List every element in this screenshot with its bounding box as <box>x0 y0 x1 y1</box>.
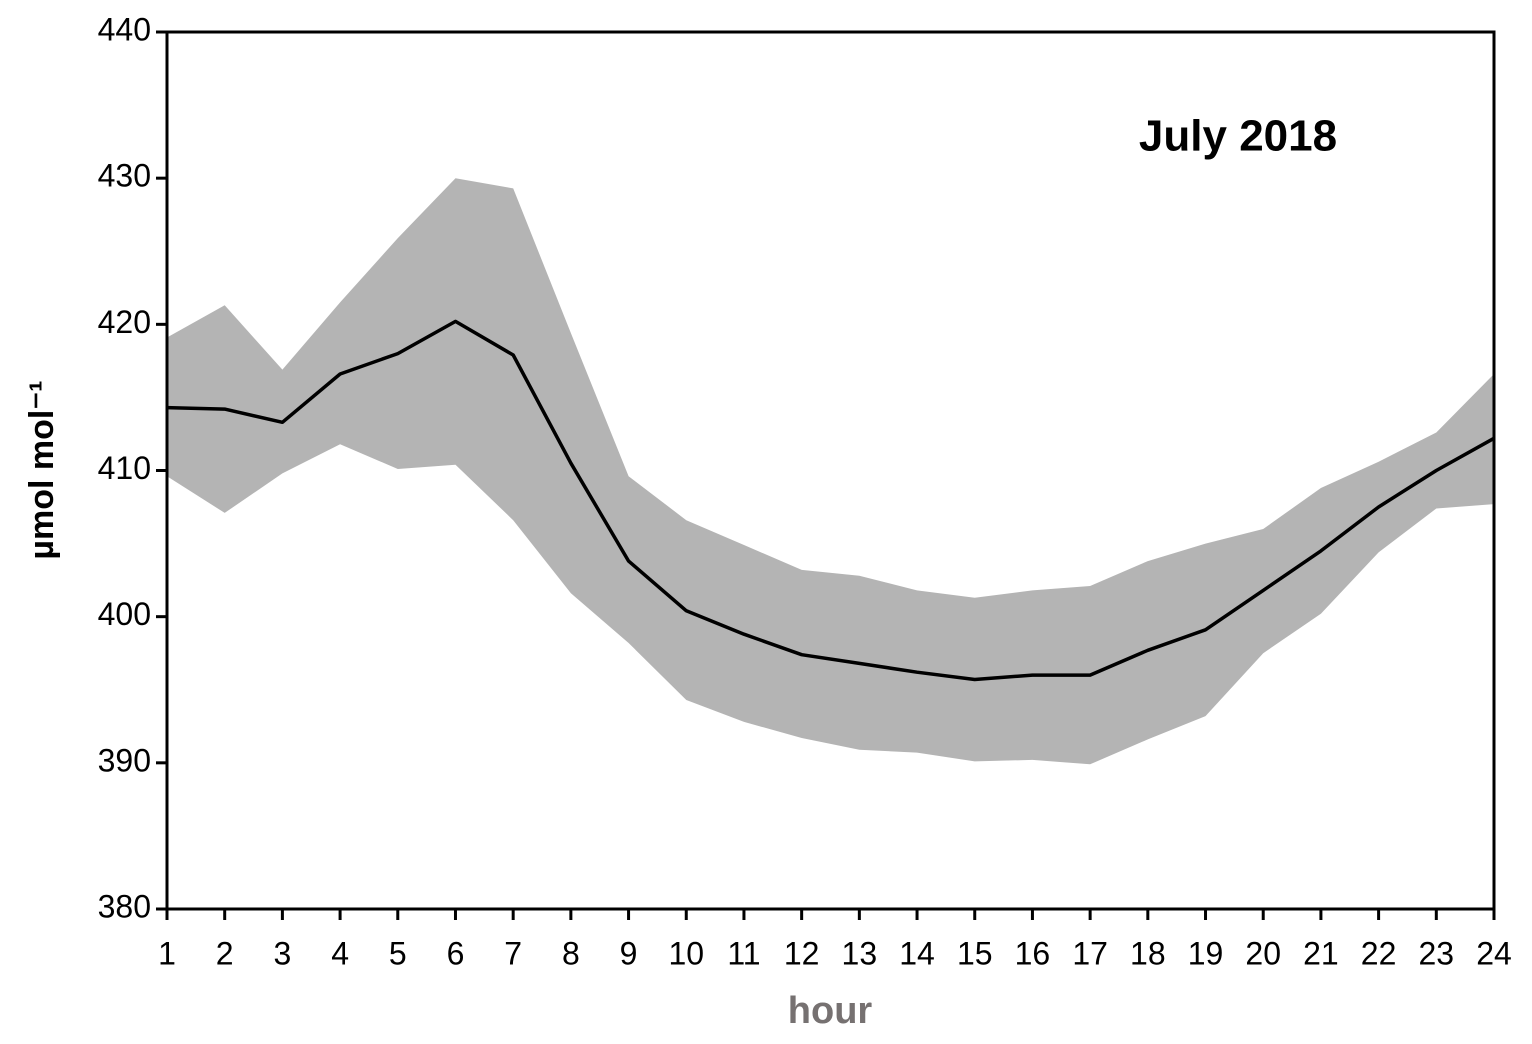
y-tick-label: 400 <box>98 596 151 632</box>
x-tick-label: 24 <box>1476 935 1512 971</box>
x-tick-label: 19 <box>1188 935 1224 971</box>
y-tick-label: 440 <box>98 11 151 47</box>
y-tick-label: 380 <box>98 888 151 924</box>
x-tick-label: 16 <box>1015 935 1051 971</box>
y-tick-label: 430 <box>98 158 151 194</box>
x-tick-label: 4 <box>331 935 349 971</box>
annotation: July 2018 <box>1139 112 1337 161</box>
x-tick-label: 11 <box>727 935 760 971</box>
y-axis-label: µmol mol⁻¹ <box>23 380 61 559</box>
x-tick-label: 8 <box>562 935 580 971</box>
x-tick-label: 2 <box>216 935 234 971</box>
x-tick-label: 14 <box>899 935 935 971</box>
data-line <box>166 319 1495 682</box>
x-tick-label: 12 <box>784 935 820 971</box>
band-area <box>167 178 1494 765</box>
x-tick-label: 1 <box>158 935 176 971</box>
x-tick-label: 3 <box>273 935 291 971</box>
plot-frame <box>165 30 1496 911</box>
y-tick-label: 410 <box>98 450 151 486</box>
x-tick-label: 21 <box>1303 935 1339 971</box>
x-tick-label: 9 <box>620 935 638 971</box>
x-tick-label: 15 <box>957 935 993 971</box>
x-tick-label: 22 <box>1361 935 1397 971</box>
x-tick-label: 23 <box>1419 935 1455 971</box>
x-tick-label: 5 <box>389 935 407 971</box>
x-tick-label: 18 <box>1130 935 1166 971</box>
x-axis-label: hour <box>788 990 873 1032</box>
y-tick-label: 420 <box>98 304 151 340</box>
x-tick-label: 6 <box>447 935 465 971</box>
x-tick-label: 13 <box>842 935 878 971</box>
x-tick-label: 7 <box>504 935 522 971</box>
x-tick-label: 20 <box>1245 935 1281 971</box>
x-tick-label: 10 <box>668 935 704 971</box>
y-tick-label: 390 <box>98 742 151 778</box>
x-tick-label: 17 <box>1072 935 1108 971</box>
